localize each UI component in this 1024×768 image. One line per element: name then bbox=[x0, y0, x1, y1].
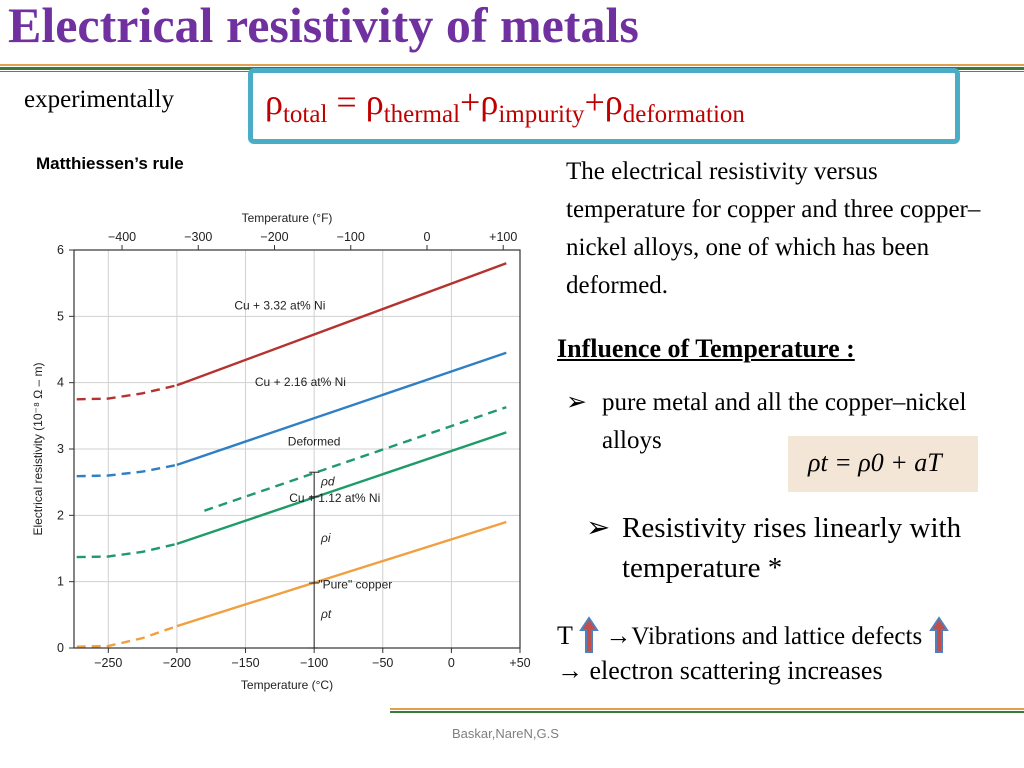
x2-tick-label: −300 bbox=[184, 230, 212, 244]
resistivity-chart: −250 −200 −150 −100 −50 0 +50 −400 −300 −200 −100 0… bbox=[31, 211, 531, 692]
x2-tick-label: −100 bbox=[337, 230, 365, 244]
matthiessen-formula-box: ρtotal = ρthermal+ρimpurity+ρdeformation bbox=[248, 68, 960, 144]
series-solid-line bbox=[176, 351, 507, 467]
footer-rule bbox=[390, 708, 1024, 713]
footer-author: Baskar,NareN,G.S bbox=[452, 726, 559, 741]
series-dashed-line bbox=[76, 542, 178, 559]
series-dashed-line bbox=[76, 624, 178, 648]
series-label: "Pure" copper bbox=[318, 577, 392, 591]
y-axis-title: Electrical resistivity (10⁻⁸ Ω – m) bbox=[31, 362, 45, 535]
series-solid-line bbox=[176, 431, 507, 546]
matthiessen-rule-label: Matthiessen’s rule bbox=[36, 154, 184, 173]
sub-thermal: thermal bbox=[383, 101, 461, 128]
y-tick-label: 1 bbox=[57, 575, 64, 589]
series-solid-line bbox=[176, 262, 507, 387]
rho-symbol: ρ bbox=[604, 82, 623, 122]
component-annotation: ρi bbox=[320, 531, 331, 545]
x2-tick-label: +100 bbox=[489, 230, 517, 244]
axes: −250 −200 −150 −100 −50 0 +50 −400 −300 −200 −100 0… bbox=[31, 211, 531, 692]
slide-title: Electrical resistivity of metals bbox=[8, 0, 639, 53]
up-arrow-icon bbox=[928, 616, 949, 653]
rho-symbol: ρ bbox=[265, 82, 283, 122]
x2-tick-label: −200 bbox=[260, 230, 288, 244]
x-tick-label: −200 bbox=[163, 656, 191, 670]
y-tick-label: 4 bbox=[57, 376, 64, 390]
equals-sign: = bbox=[327, 82, 366, 122]
y-tick-label: 2 bbox=[57, 508, 64, 522]
y-tick-label: 6 bbox=[57, 243, 64, 257]
rule-bottom-green bbox=[390, 711, 1024, 713]
plus-sign: + bbox=[460, 82, 481, 122]
rho-symbol: ρ bbox=[480, 82, 499, 122]
series-dashed-line bbox=[76, 384, 178, 401]
x2-tick-label: 0 bbox=[424, 230, 431, 244]
bullet-arrow-icon: ➢ bbox=[586, 512, 611, 544]
linear-equation: ρt = ρ0 + aT bbox=[808, 448, 942, 477]
right-arrow-icon: → bbox=[605, 621, 632, 650]
series-dashed-line bbox=[204, 406, 507, 512]
sub-deformation: deformation bbox=[622, 101, 745, 128]
series-solid-line bbox=[176, 520, 507, 628]
component-annotation: ρt bbox=[320, 607, 332, 621]
experimentally-label: experimentally bbox=[24, 86, 174, 113]
sub-impurity: impurity bbox=[498, 101, 585, 128]
chart-description: The electrical resistivity versus temper… bbox=[566, 158, 981, 299]
x-tick-label: −250 bbox=[94, 656, 122, 670]
bullet-arrow-icon: ➢ bbox=[566, 389, 587, 416]
component-annotation: ρd bbox=[320, 474, 335, 488]
x-axis-title: Temperature (°C) bbox=[241, 678, 333, 692]
chart-labels: Cu + 3.32 at% Ni Cu + 2.16 at% Ni Deformed… bbox=[234, 299, 392, 649]
linear-equation-box: ρt = ρ0 + aT bbox=[788, 436, 978, 492]
up-arrow-icon bbox=[579, 616, 599, 653]
bullet-linear-rise: ➢ Resistivity rises linearly with temper… bbox=[586, 508, 1006, 588]
rule-top-orange bbox=[0, 64, 1024, 66]
series-label: Cu + 1.12 at% Ni bbox=[289, 491, 380, 505]
y-tick-label: 3 bbox=[57, 442, 64, 456]
x-tick-label: +50 bbox=[509, 656, 530, 670]
temperature-symbol: T bbox=[557, 621, 573, 650]
rho-symbol: ρ bbox=[365, 82, 384, 122]
x-tick-label: −50 bbox=[372, 656, 393, 670]
bullet-text: Resistivity rises linearly with temperat… bbox=[622, 512, 962, 584]
matthiessen-formula: ρtotal = ρthermal+ρimpurity+ρdeformation bbox=[265, 81, 745, 129]
plus-sign: + bbox=[584, 82, 605, 122]
x-tick-label: −100 bbox=[300, 656, 328, 670]
x-tick-label: −150 bbox=[231, 656, 259, 670]
scattering-line: → electron scattering increases bbox=[557, 656, 883, 686]
sub-total: total bbox=[282, 101, 328, 128]
series-label: Deformed bbox=[288, 435, 341, 449]
series-label: Cu + 3.32 at% Ni bbox=[234, 299, 325, 313]
right-arrow-icon: → bbox=[557, 656, 583, 685]
series-label: Cu + 2.16 at% Ni bbox=[255, 375, 346, 389]
y-tick-label: 5 bbox=[57, 309, 64, 323]
series-lines bbox=[76, 262, 507, 648]
x2-tick-label: −400 bbox=[108, 230, 136, 244]
bullet-pure-metal: ➢ pure metal and all the copper–nickel a… bbox=[566, 384, 1006, 460]
temperature-effect-line: T →Vibrations and lattice defects bbox=[557, 616, 949, 654]
x-tick-label: 0 bbox=[448, 656, 455, 670]
rule-bottom-orange bbox=[390, 708, 1024, 710]
x2-axis-title: Temperature (°F) bbox=[242, 211, 333, 225]
influence-heading: Influence of Temperature : bbox=[557, 334, 855, 363]
bullet-text: pure metal and all the copper–nickel all… bbox=[602, 389, 967, 454]
vibrations-text: Vibrations and lattice defects bbox=[631, 623, 923, 650]
scattering-text: electron scattering increases bbox=[589, 656, 883, 685]
series-dashed-line bbox=[76, 463, 178, 478]
y-tick-label: 0 bbox=[57, 641, 64, 655]
